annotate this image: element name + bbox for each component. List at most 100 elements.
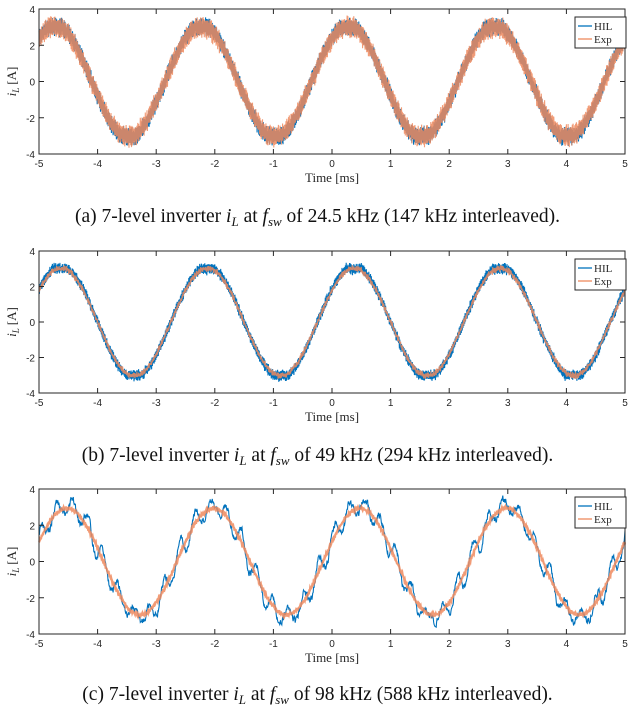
caption-suffix: of 24.5 kHz (147 kHz interleaved). bbox=[281, 206, 560, 227]
caption-var-sub: L bbox=[231, 214, 239, 229]
x-tick-label: -1 bbox=[269, 159, 278, 170]
caption-f: f bbox=[270, 445, 276, 466]
x-tick-label: -5 bbox=[35, 639, 44, 650]
y-tick-label: 0 bbox=[29, 558, 35, 569]
caption-suffix: of 98 kHz (588 kHz interleaved). bbox=[288, 684, 553, 705]
legend-box bbox=[574, 16, 627, 49]
y-tick-label: 0 bbox=[29, 318, 35, 329]
panel-b: -5 -4 -3 -2 -1 0 1 2 3 4 5 -4 -2 0 2 4 Time [ms] iL[A] HIL… bbox=[0, 240, 635, 475]
x-tick-label: -1 bbox=[269, 398, 278, 409]
caption-prefix: (b) 7-level inverter bbox=[81, 445, 234, 466]
x-tick-label: 5 bbox=[622, 159, 628, 170]
y-axis-label: iL [A] bbox=[4, 547, 21, 577]
y-tick-label: 0 bbox=[29, 78, 35, 89]
x-tick-label: 3 bbox=[505, 159, 511, 170]
y-label-var: i bbox=[4, 92, 19, 96]
y-tick-label: 4 bbox=[29, 5, 35, 16]
x-axis-label: Time [ms] bbox=[305, 409, 359, 424]
y-label-unit: [A] bbox=[4, 67, 19, 85]
legend-label-exp: Exp bbox=[594, 514, 612, 526]
y-axis-label: iL [A] bbox=[4, 307, 21, 337]
y-tick-label: 2 bbox=[29, 521, 35, 532]
y-tick-label: -2 bbox=[26, 354, 35, 365]
x-tick-label: 3 bbox=[505, 639, 511, 650]
x-tick-label: 1 bbox=[388, 159, 394, 170]
panel-c: -5 -4 -3 -2 -1 0 1 2 3 4 5 -4 -2 0 2 4 Time [ms] iL[A] HIL… bbox=[0, 480, 635, 712]
x-tick-label: 0 bbox=[329, 639, 335, 650]
x-tick-label: -4 bbox=[93, 639, 102, 650]
x-tick-label: -5 bbox=[35, 159, 44, 170]
y-label-unit: [A] bbox=[4, 307, 19, 325]
legend-box bbox=[574, 258, 627, 291]
x-tick-label: 4 bbox=[564, 159, 570, 170]
x-tick-label: 4 bbox=[564, 639, 570, 650]
x-axis-label: Time [ms] bbox=[305, 170, 359, 185]
series-line-exp bbox=[38, 502, 627, 621]
y-label-var: i bbox=[4, 333, 19, 337]
y-tick-label: -2 bbox=[26, 594, 35, 605]
x-tick-label: 5 bbox=[622, 398, 628, 409]
y-tick-label: -4 bbox=[26, 630, 35, 641]
caption-prefix: (a) 7-level inverter bbox=[74, 206, 227, 227]
legend-label-hil: HIL bbox=[594, 263, 613, 275]
caption-f: f bbox=[269, 684, 276, 705]
x-tick-label: -2 bbox=[210, 639, 219, 650]
caption-var: i bbox=[233, 684, 239, 705]
caption-f-sub: sw bbox=[275, 453, 290, 468]
x-tick-label: -2 bbox=[210, 159, 219, 170]
y-tick-label: -4 bbox=[26, 150, 35, 161]
y-tick-label: -4 bbox=[26, 389, 35, 400]
x-tick-label: -5 bbox=[35, 398, 44, 409]
y-label-sub: L bbox=[11, 88, 21, 94]
caption-f-sub: sw bbox=[275, 692, 289, 707]
y-axis-label: iL [A] bbox=[4, 67, 21, 97]
caption-b: (b) 7-level inverter iL at fsw of 49 kHz… bbox=[0, 445, 635, 469]
legend-label-exp: Exp bbox=[594, 276, 612, 288]
y-tick-label: 4 bbox=[29, 247, 35, 258]
x-tick-label: 2 bbox=[446, 639, 452, 650]
caption-prefix: (c) 7-level inverter bbox=[82, 684, 234, 705]
legend-label-exp: Exp bbox=[594, 34, 612, 46]
caption-suffix: of 49 kHz (294 kHz interleaved). bbox=[289, 445, 554, 466]
caption-var-sub: L bbox=[238, 692, 246, 707]
caption-var-sub: L bbox=[239, 453, 247, 468]
x-tick-label: -4 bbox=[93, 159, 102, 170]
y-label-sub: L bbox=[11, 568, 21, 574]
x-tick-label: -4 bbox=[93, 398, 102, 409]
y-tick-label: 4 bbox=[29, 485, 35, 496]
caption-mid: at bbox=[246, 445, 271, 466]
caption-var: i bbox=[233, 445, 240, 466]
x-tick-label: 1 bbox=[388, 398, 394, 409]
x-tick-label: -3 bbox=[152, 159, 161, 170]
legend-label-hil: HIL bbox=[594, 21, 613, 33]
x-tick-label: 5 bbox=[622, 639, 628, 650]
legend-label-hil: HIL bbox=[594, 501, 613, 513]
caption-var: i bbox=[226, 206, 232, 227]
series-line-exp bbox=[38, 15, 626, 148]
x-tick-label: -3 bbox=[152, 639, 161, 650]
x-axis-label: Time [ms] bbox=[305, 650, 359, 665]
y-label-var: i bbox=[4, 572, 19, 576]
caption-c: (c) 7-level inverter iL at fsw of 98 kHz… bbox=[0, 684, 635, 708]
x-tick-label: -3 bbox=[152, 398, 161, 409]
x-tick-label: -1 bbox=[269, 639, 278, 650]
series-line-exp bbox=[38, 264, 626, 380]
y-tick-label: 2 bbox=[29, 41, 35, 52]
x-tick-label: 2 bbox=[446, 398, 452, 409]
caption-mid: at bbox=[238, 206, 263, 227]
caption-f: f bbox=[262, 206, 268, 227]
x-tick-label: 1 bbox=[388, 639, 394, 650]
panel-a: -5 -4 -3 -2 -1 0 1 2 3 4 5 -4 -2 0 2 4 Time [ms] iL[A] HIL… bbox=[0, 0, 635, 235]
y-label-unit: [A] bbox=[4, 547, 19, 565]
y-label-sub: L bbox=[11, 328, 21, 334]
x-tick-label: 4 bbox=[564, 398, 570, 409]
caption-mid: at bbox=[246, 684, 270, 705]
x-tick-label: 2 bbox=[446, 159, 452, 170]
x-tick-label: 3 bbox=[505, 398, 511, 409]
x-tick-label: 0 bbox=[329, 159, 335, 170]
caption-a: (a) 7-level inverter iL at fsw of 24.5 k… bbox=[0, 206, 635, 230]
x-tick-label: 0 bbox=[329, 398, 335, 409]
